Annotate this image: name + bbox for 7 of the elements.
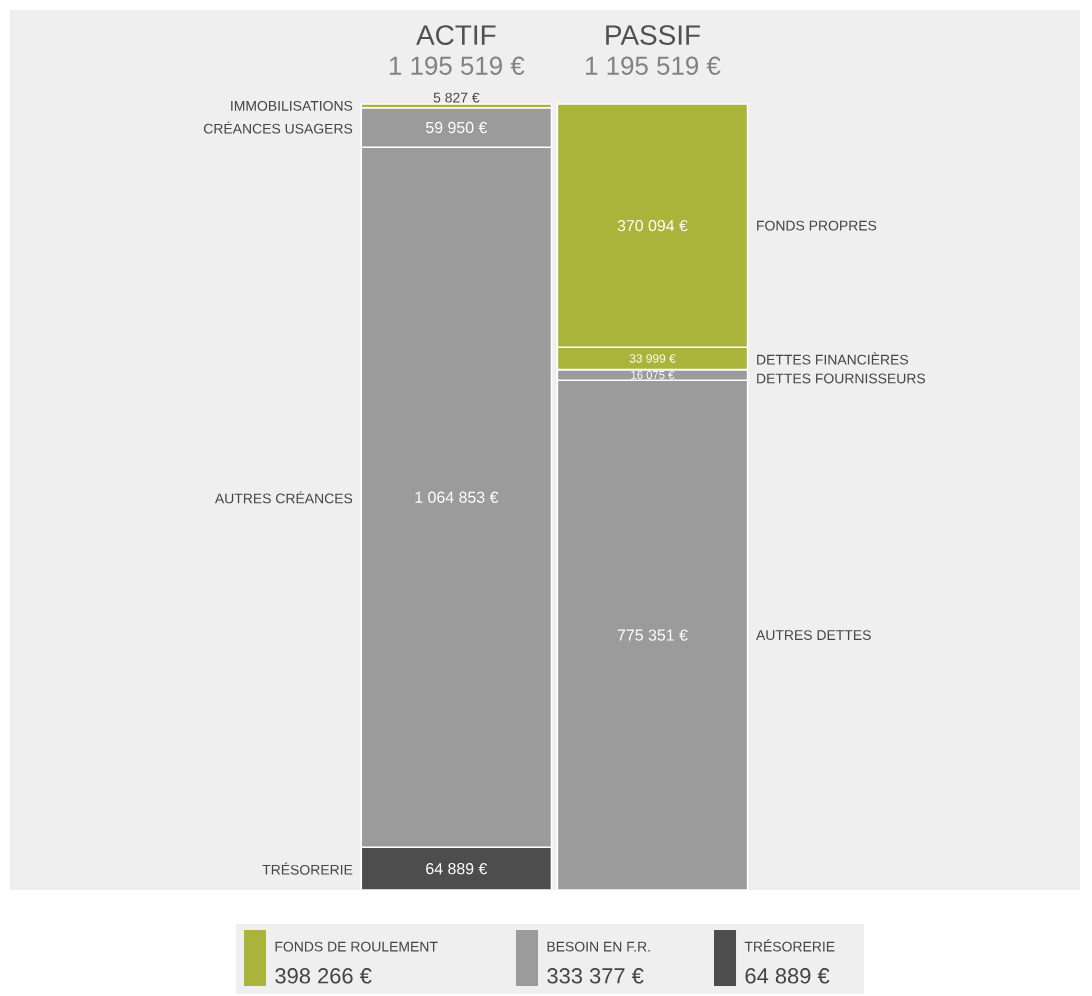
text: 64 889 € [745, 968, 830, 984]
x-tick-label: PASSIF [606, 25, 700, 45]
x-tick-label: ACTIF [416, 25, 496, 45]
total-label: 1 195 519 € [389, 56, 525, 75]
text: 333 377 € [547, 968, 644, 984]
total-label: 1 195 519 € [586, 56, 721, 75]
text: 398 266 € [275, 968, 372, 984]
